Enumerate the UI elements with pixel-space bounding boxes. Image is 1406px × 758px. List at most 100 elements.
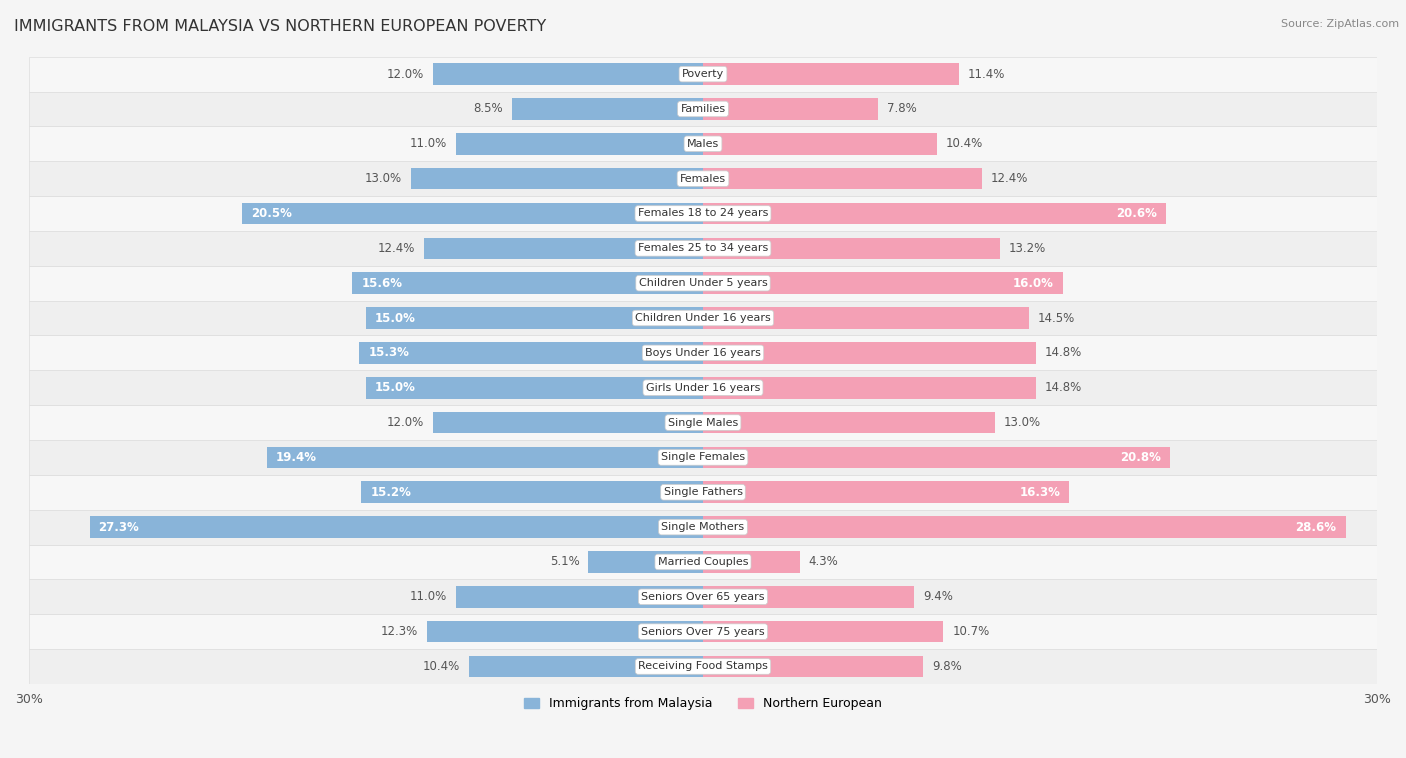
Text: Boys Under 16 years: Boys Under 16 years	[645, 348, 761, 358]
Text: 5.1%: 5.1%	[550, 556, 579, 568]
FancyBboxPatch shape	[30, 614, 1376, 649]
Bar	[361, 481, 703, 503]
Text: 27.3%: 27.3%	[98, 521, 139, 534]
Text: 11.0%: 11.0%	[409, 137, 447, 150]
Bar	[90, 516, 703, 538]
Text: 11.4%: 11.4%	[969, 67, 1005, 80]
Bar	[456, 133, 703, 155]
Bar	[359, 342, 703, 364]
Bar	[456, 586, 703, 608]
Bar	[433, 412, 703, 434]
FancyBboxPatch shape	[30, 579, 1376, 614]
Text: 4.3%: 4.3%	[808, 556, 838, 568]
Text: Poverty: Poverty	[682, 69, 724, 79]
Text: 16.3%: 16.3%	[1019, 486, 1060, 499]
Text: Single Females: Single Females	[661, 453, 745, 462]
Bar	[366, 307, 703, 329]
Bar	[703, 481, 1069, 503]
Bar	[411, 168, 703, 190]
Text: 13.0%: 13.0%	[1004, 416, 1042, 429]
Bar	[242, 202, 703, 224]
Text: Single Mothers: Single Mothers	[661, 522, 745, 532]
Text: Girls Under 16 years: Girls Under 16 years	[645, 383, 761, 393]
Text: Males: Males	[688, 139, 718, 149]
Text: Source: ZipAtlas.com: Source: ZipAtlas.com	[1281, 19, 1399, 29]
Bar	[433, 64, 703, 85]
Text: 8.5%: 8.5%	[474, 102, 503, 115]
FancyBboxPatch shape	[30, 92, 1376, 127]
Text: 12.4%: 12.4%	[991, 172, 1028, 185]
Legend: Immigrants from Malaysia, Northern European: Immigrants from Malaysia, Northern Europ…	[519, 692, 887, 716]
FancyBboxPatch shape	[30, 336, 1376, 371]
FancyBboxPatch shape	[30, 509, 1376, 544]
Text: IMMIGRANTS FROM MALAYSIA VS NORTHERN EUROPEAN POVERTY: IMMIGRANTS FROM MALAYSIA VS NORTHERN EUR…	[14, 19, 547, 34]
Text: 10.4%: 10.4%	[423, 660, 460, 673]
Text: 12.0%: 12.0%	[387, 67, 425, 80]
Bar	[703, 168, 981, 190]
Bar	[470, 656, 703, 678]
Text: Seniors Over 75 years: Seniors Over 75 years	[641, 627, 765, 637]
Bar	[703, 272, 1063, 294]
Bar	[703, 98, 879, 120]
Text: 28.6%: 28.6%	[1295, 521, 1337, 534]
Bar	[703, 133, 936, 155]
Text: Females 25 to 34 years: Females 25 to 34 years	[638, 243, 768, 253]
Text: 15.6%: 15.6%	[361, 277, 402, 290]
Text: 30%: 30%	[1364, 693, 1391, 706]
Text: 9.4%: 9.4%	[924, 590, 953, 603]
FancyBboxPatch shape	[30, 475, 1376, 509]
Bar	[588, 551, 703, 573]
Text: 10.7%: 10.7%	[952, 625, 990, 638]
Bar	[353, 272, 703, 294]
Text: 11.0%: 11.0%	[409, 590, 447, 603]
Text: 7.8%: 7.8%	[887, 102, 917, 115]
Bar	[703, 656, 924, 678]
FancyBboxPatch shape	[30, 371, 1376, 405]
Text: 13.2%: 13.2%	[1008, 242, 1046, 255]
Text: Seniors Over 65 years: Seniors Over 65 years	[641, 592, 765, 602]
Text: 15.0%: 15.0%	[375, 381, 416, 394]
Text: Children Under 16 years: Children Under 16 years	[636, 313, 770, 323]
Bar	[703, 64, 959, 85]
Bar	[703, 586, 914, 608]
FancyBboxPatch shape	[30, 196, 1376, 231]
Text: 30%: 30%	[15, 693, 42, 706]
Text: 20.6%: 20.6%	[1116, 207, 1157, 220]
FancyBboxPatch shape	[30, 266, 1376, 301]
FancyBboxPatch shape	[30, 301, 1376, 336]
Text: 15.2%: 15.2%	[370, 486, 412, 499]
Text: 16.0%: 16.0%	[1012, 277, 1053, 290]
FancyBboxPatch shape	[30, 440, 1376, 475]
Bar	[703, 377, 1036, 399]
Bar	[703, 237, 1000, 259]
Bar	[267, 446, 703, 468]
Text: Females: Females	[681, 174, 725, 183]
Bar	[426, 621, 703, 643]
Text: Single Fathers: Single Fathers	[664, 487, 742, 497]
Text: 10.4%: 10.4%	[946, 137, 983, 150]
FancyBboxPatch shape	[30, 649, 1376, 684]
Bar	[425, 237, 703, 259]
Bar	[366, 377, 703, 399]
Text: 14.8%: 14.8%	[1045, 381, 1081, 394]
Text: Receiving Food Stamps: Receiving Food Stamps	[638, 662, 768, 672]
Bar	[703, 516, 1346, 538]
Text: 13.0%: 13.0%	[364, 172, 402, 185]
Text: 19.4%: 19.4%	[276, 451, 318, 464]
Bar	[703, 412, 995, 434]
FancyBboxPatch shape	[30, 231, 1376, 266]
Bar	[703, 202, 1166, 224]
Text: 9.8%: 9.8%	[932, 660, 962, 673]
Text: Married Couples: Married Couples	[658, 557, 748, 567]
FancyBboxPatch shape	[30, 544, 1376, 579]
Text: Children Under 5 years: Children Under 5 years	[638, 278, 768, 288]
Text: 14.5%: 14.5%	[1038, 312, 1076, 324]
Bar	[703, 342, 1036, 364]
Text: 15.3%: 15.3%	[368, 346, 409, 359]
Text: 12.4%: 12.4%	[378, 242, 415, 255]
Text: Females 18 to 24 years: Females 18 to 24 years	[638, 208, 768, 218]
Text: 12.3%: 12.3%	[381, 625, 418, 638]
Bar	[703, 446, 1170, 468]
Text: 15.0%: 15.0%	[375, 312, 416, 324]
FancyBboxPatch shape	[30, 127, 1376, 161]
